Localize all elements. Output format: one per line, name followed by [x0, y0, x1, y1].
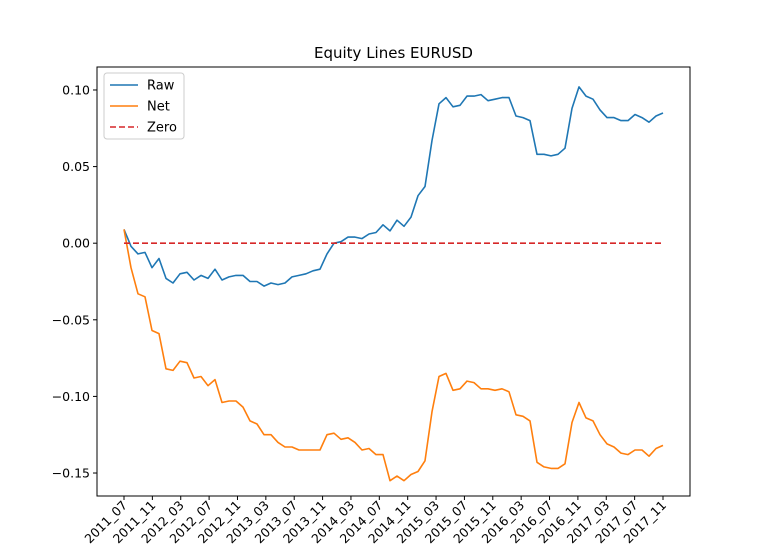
y-tick-label: −0.15: [52, 466, 90, 481]
plot-area-background: [97, 67, 690, 496]
series-line-raw: [123, 86, 664, 287]
legend-label-zero: Zero: [147, 121, 177, 136]
legend-label-net: Net: [147, 100, 170, 115]
y-tick-label: 0.10: [62, 82, 90, 97]
y-tick-label: −0.10: [52, 389, 90, 404]
legend-label-raw: Raw: [147, 79, 175, 94]
y-tick-label: 0.00: [62, 236, 90, 251]
series-layer: [123, 86, 664, 482]
y-axis: −0.15 −0.10 −0.05 0.00 0.05 0.10: [52, 82, 97, 481]
y-tick-label: 0.05: [62, 159, 90, 174]
y-tick-label: −0.05: [52, 312, 90, 327]
chart-title: Equity Lines EURUSD: [314, 44, 473, 62]
legend: Raw Net Zero: [103, 72, 185, 140]
x-axis: 2011_072011_112012_032012_072012_112013_…: [81, 496, 669, 546]
legend-frame: [103, 72, 185, 140]
plot-frame: [96, 66, 691, 497]
series-line-net: [123, 229, 664, 482]
